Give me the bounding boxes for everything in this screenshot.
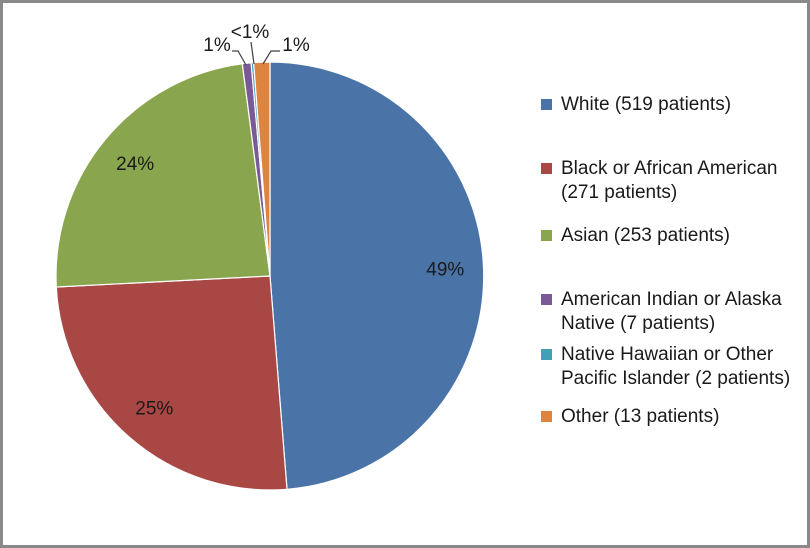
pie-slice-1 — [55, 275, 288, 491]
legend-item-american-indian-or-alaska-native: American Indian or Alaska Native (7 pati… — [541, 288, 807, 336]
legend-label: American Indian or Alaska Native (7 pati… — [561, 289, 782, 334]
legend-swatch — [541, 163, 552, 174]
legend-item-other: Other (13 patients) — [541, 405, 807, 429]
pie-percent-label: 24% — [116, 154, 154, 175]
legend-swatch — [541, 294, 552, 305]
legend-label: Native Hawaiian or Other Pacific Islande… — [561, 344, 791, 389]
legend-label: White (519 patients) — [561, 94, 732, 115]
legend-swatch — [541, 349, 552, 360]
pie-percent-label: 25% — [135, 399, 173, 420]
pie-slice-2 — [55, 63, 271, 288]
label-leader-line — [262, 50, 280, 65]
label-leader-line — [232, 50, 247, 66]
label-leader-line — [250, 41, 255, 65]
legend-label: Black or African American (271 patients) — [561, 158, 778, 203]
pie-percent-label: 49% — [426, 260, 464, 281]
pie-chart: 49%25%24%1%<1%1% — [55, 22, 485, 491]
legend-item-asian: Asian (253 patients) — [541, 224, 807, 248]
legend-swatch — [541, 99, 552, 110]
legend-swatch — [541, 411, 552, 422]
legend-item-white: White (519 patients) — [541, 93, 807, 117]
legend-swatch — [541, 230, 552, 241]
pie-slice-0 — [269, 61, 485, 490]
legend-item-native-hawaiian-or-other-pacific-islander: Native Hawaiian or Other Pacific Islande… — [541, 343, 807, 391]
pie-percent-label: 1% — [203, 35, 231, 56]
legend-item-black-or-african-american: Black or African American (271 patients) — [541, 157, 807, 205]
legend-label: Other (13 patients) — [561, 406, 720, 427]
legend-label: Asian (253 patients) — [561, 225, 730, 246]
pie-percent-label: 1% — [282, 35, 310, 56]
pie-percent-label: <1% — [231, 22, 270, 43]
